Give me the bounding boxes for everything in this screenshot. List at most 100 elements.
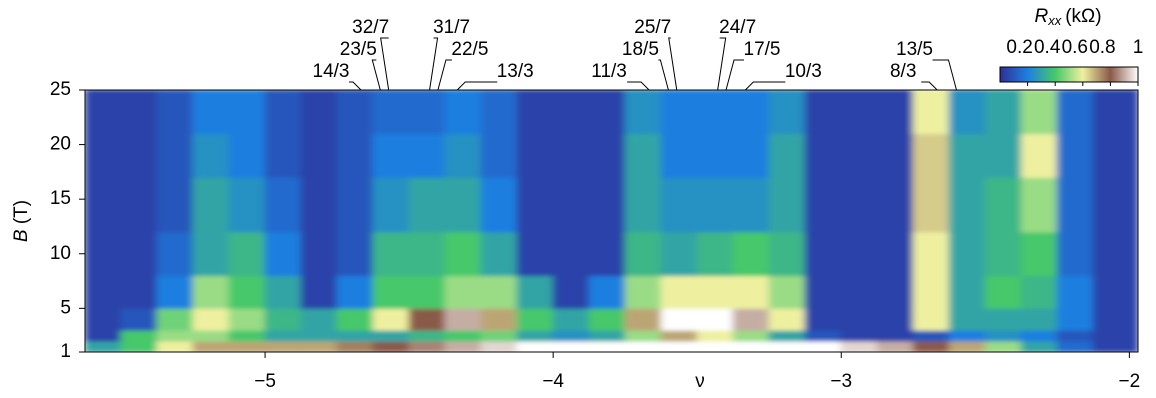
heatmap-cell <box>660 275 698 309</box>
heatmap-cell <box>300 90 338 135</box>
heatmap-cell <box>156 275 194 309</box>
heatmap-cell <box>444 340 482 352</box>
heatmap-cell <box>876 90 914 135</box>
heatmap-cell <box>948 90 986 135</box>
heatmap-cell <box>840 340 878 352</box>
heatmap-cell <box>120 133 158 178</box>
y-tick-label: 20 <box>50 134 71 155</box>
heatmap-cell <box>192 176 230 233</box>
heatmap-cell <box>264 275 302 309</box>
x-tick-label: −3 <box>830 371 852 392</box>
heatmap-cell <box>1020 329 1058 342</box>
heatmap-cell <box>408 90 446 135</box>
heatmap-cell <box>732 231 770 277</box>
heatmap-cell <box>804 176 842 233</box>
heatmap-cell <box>1056 340 1094 352</box>
annotation-leader <box>371 59 381 91</box>
heatmap-cell <box>120 275 158 309</box>
heatmap-cell <box>228 307 266 331</box>
heatmap-cell <box>480 329 518 342</box>
heatmap-cell <box>984 329 1022 342</box>
heatmap-cell <box>696 133 734 178</box>
colorbar-tick-label: 0.8 <box>1089 37 1115 58</box>
y-tick-label: 10 <box>50 243 71 264</box>
heatmap-cell <box>444 90 482 135</box>
heatmap-cell <box>264 329 302 342</box>
heatmap-cell <box>336 307 374 331</box>
colorbar-tick-label: 1 <box>1133 37 1144 58</box>
heatmap-cell <box>228 90 266 135</box>
heatmap-cell <box>372 275 410 309</box>
heatmap-cell <box>912 307 950 331</box>
annotation-label: 22/5 <box>451 39 488 60</box>
heatmap-cell <box>1020 340 1058 352</box>
annotation-label: 14/3 <box>313 61 350 82</box>
heatmap-cell <box>1128 275 1138 309</box>
heatmap-cell <box>588 90 626 135</box>
heatmap-cell <box>408 231 446 277</box>
annotation-label: 32/7 <box>352 17 389 38</box>
heatmap-cell <box>804 329 842 342</box>
annotation-leader <box>921 81 938 91</box>
heatmap-cell <box>660 307 698 331</box>
heatmap-cell <box>840 133 878 178</box>
heatmap-cell <box>1092 133 1130 178</box>
heatmap-cell <box>1020 176 1058 233</box>
annotation-leader <box>456 81 498 91</box>
heatmap-cell <box>120 307 158 331</box>
heatmap-cell <box>192 307 230 331</box>
heatmap-cell <box>732 90 770 135</box>
heatmap-cell <box>588 275 626 309</box>
heatmap-cell <box>85 307 122 331</box>
heatmap-cell <box>624 176 662 233</box>
heatmap-cell <box>156 176 194 233</box>
colorbar-subscript: xx <box>1047 13 1062 28</box>
heatmap-cell <box>300 275 338 309</box>
annotation-label: 25/7 <box>634 17 671 38</box>
annotation-leader <box>437 59 452 91</box>
heatmap-cell <box>120 329 158 342</box>
heatmap-cell <box>948 307 986 331</box>
heatmap-cell <box>372 340 410 352</box>
heatmap-cell <box>984 90 1022 135</box>
heatmap-cell <box>228 275 266 309</box>
heatmap-cell <box>804 90 842 135</box>
heatmap-cell <box>552 90 590 135</box>
x-tick-label: −4 <box>542 371 564 392</box>
heatmap-cell <box>300 307 338 331</box>
heatmap-cell <box>768 231 806 277</box>
heatmap-cell <box>1128 90 1138 135</box>
annotation-label: 17/5 <box>744 39 781 60</box>
plot-frame <box>84 89 1139 353</box>
heatmap-cell <box>552 329 590 342</box>
heatmap-cell <box>336 133 374 178</box>
heatmap-cell <box>1056 307 1094 331</box>
heatmap-cell <box>372 307 410 331</box>
heatmap-cell <box>912 176 950 233</box>
y-axis-symbol: B <box>11 229 32 242</box>
heatmap-cell <box>732 176 770 233</box>
annotation-label: 13/3 <box>497 61 534 82</box>
heatmap-cell <box>516 133 554 178</box>
annotation-label: 23/5 <box>340 39 377 60</box>
heatmap-cell <box>840 231 878 277</box>
colorbar-unit: (kΩ) <box>1065 6 1101 27</box>
heatmap-cell <box>85 176 122 233</box>
annotation-leader <box>429 37 439 91</box>
heatmap-cell <box>1092 340 1130 352</box>
heatmap-cell <box>552 275 590 309</box>
heatmap-cell <box>768 133 806 178</box>
heatmap-cell <box>1056 275 1094 309</box>
heatmap-cell <box>624 329 662 342</box>
heatmap-cell <box>192 275 230 309</box>
heatmap-cell <box>1092 231 1130 277</box>
annotation-leader <box>932 59 957 91</box>
heatmap-cell <box>336 176 374 233</box>
annotation-leader <box>668 37 678 91</box>
y-axis-label: B (T) <box>11 200 32 242</box>
heatmap-cell <box>228 231 266 277</box>
heatmap-cell <box>624 307 662 331</box>
heatmap-cell <box>1020 231 1058 277</box>
colorbar-symbol: R <box>1034 6 1048 27</box>
